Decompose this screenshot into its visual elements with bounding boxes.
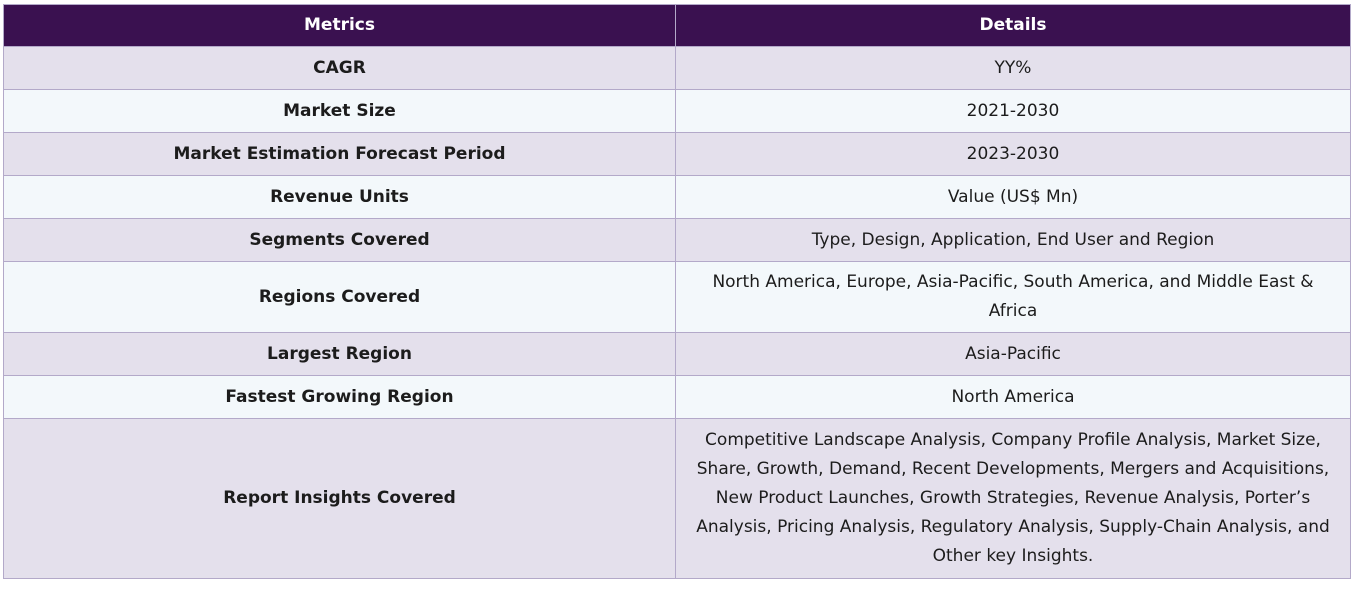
metric-cell: Revenue Units <box>3 175 676 219</box>
details-cell: Value (US$ Mn) <box>675 175 1351 219</box>
details-cell: Type, Design, Application, End User and … <box>675 218 1351 262</box>
details-cell: 2023-2030 <box>675 132 1351 176</box>
table-row: Segments Covered Type, Design, Applicati… <box>3 218 1351 262</box>
table-row: Revenue Units Value (US$ Mn) <box>3 175 1351 219</box>
metrics-table: Metrics Details CAGR YY% Market Size 202… <box>3 4 1351 579</box>
details-cell: Competitive Landscape Analysis, Company … <box>675 418 1351 579</box>
header-metrics: Metrics <box>3 4 676 47</box>
table-row: Report Insights Covered Competitive Land… <box>3 418 1351 579</box>
details-cell: YY% <box>675 46 1351 90</box>
table-row: Largest Region Asia-Pacific <box>3 332 1351 376</box>
metric-cell: Fastest Growing Region <box>3 375 676 419</box>
table-row: CAGR YY% <box>3 46 1351 90</box>
header-details: Details <box>675 4 1351 47</box>
metric-cell: Regions Covered <box>3 261 676 333</box>
table-header: Metrics Details <box>3 4 1351 47</box>
metric-cell: Report Insights Covered <box>3 418 676 579</box>
metric-cell: Largest Region <box>3 332 676 376</box>
details-cell: North America, Europe, Asia-Pacific, Sou… <box>675 261 1351 333</box>
details-cell: Asia-Pacific <box>675 332 1351 376</box>
table-body: CAGR YY% Market Size 2021-2030 Market Es… <box>3 46 1351 579</box>
details-cell: North America <box>675 375 1351 419</box>
table-row: Market Estimation Forecast Period 2023-2… <box>3 132 1351 176</box>
metric-cell: CAGR <box>3 46 676 90</box>
table-row: Fastest Growing Region North America <box>3 375 1351 419</box>
metric-cell: Market Size <box>3 89 676 133</box>
table-row: Regions Covered North America, Europe, A… <box>3 261 1351 333</box>
table-row: Market Size 2021-2030 <box>3 89 1351 133</box>
metric-cell: Segments Covered <box>3 218 676 262</box>
details-cell: 2021-2030 <box>675 89 1351 133</box>
metric-cell: Market Estimation Forecast Period <box>3 132 676 176</box>
header-row: Metrics Details <box>3 4 1351 47</box>
